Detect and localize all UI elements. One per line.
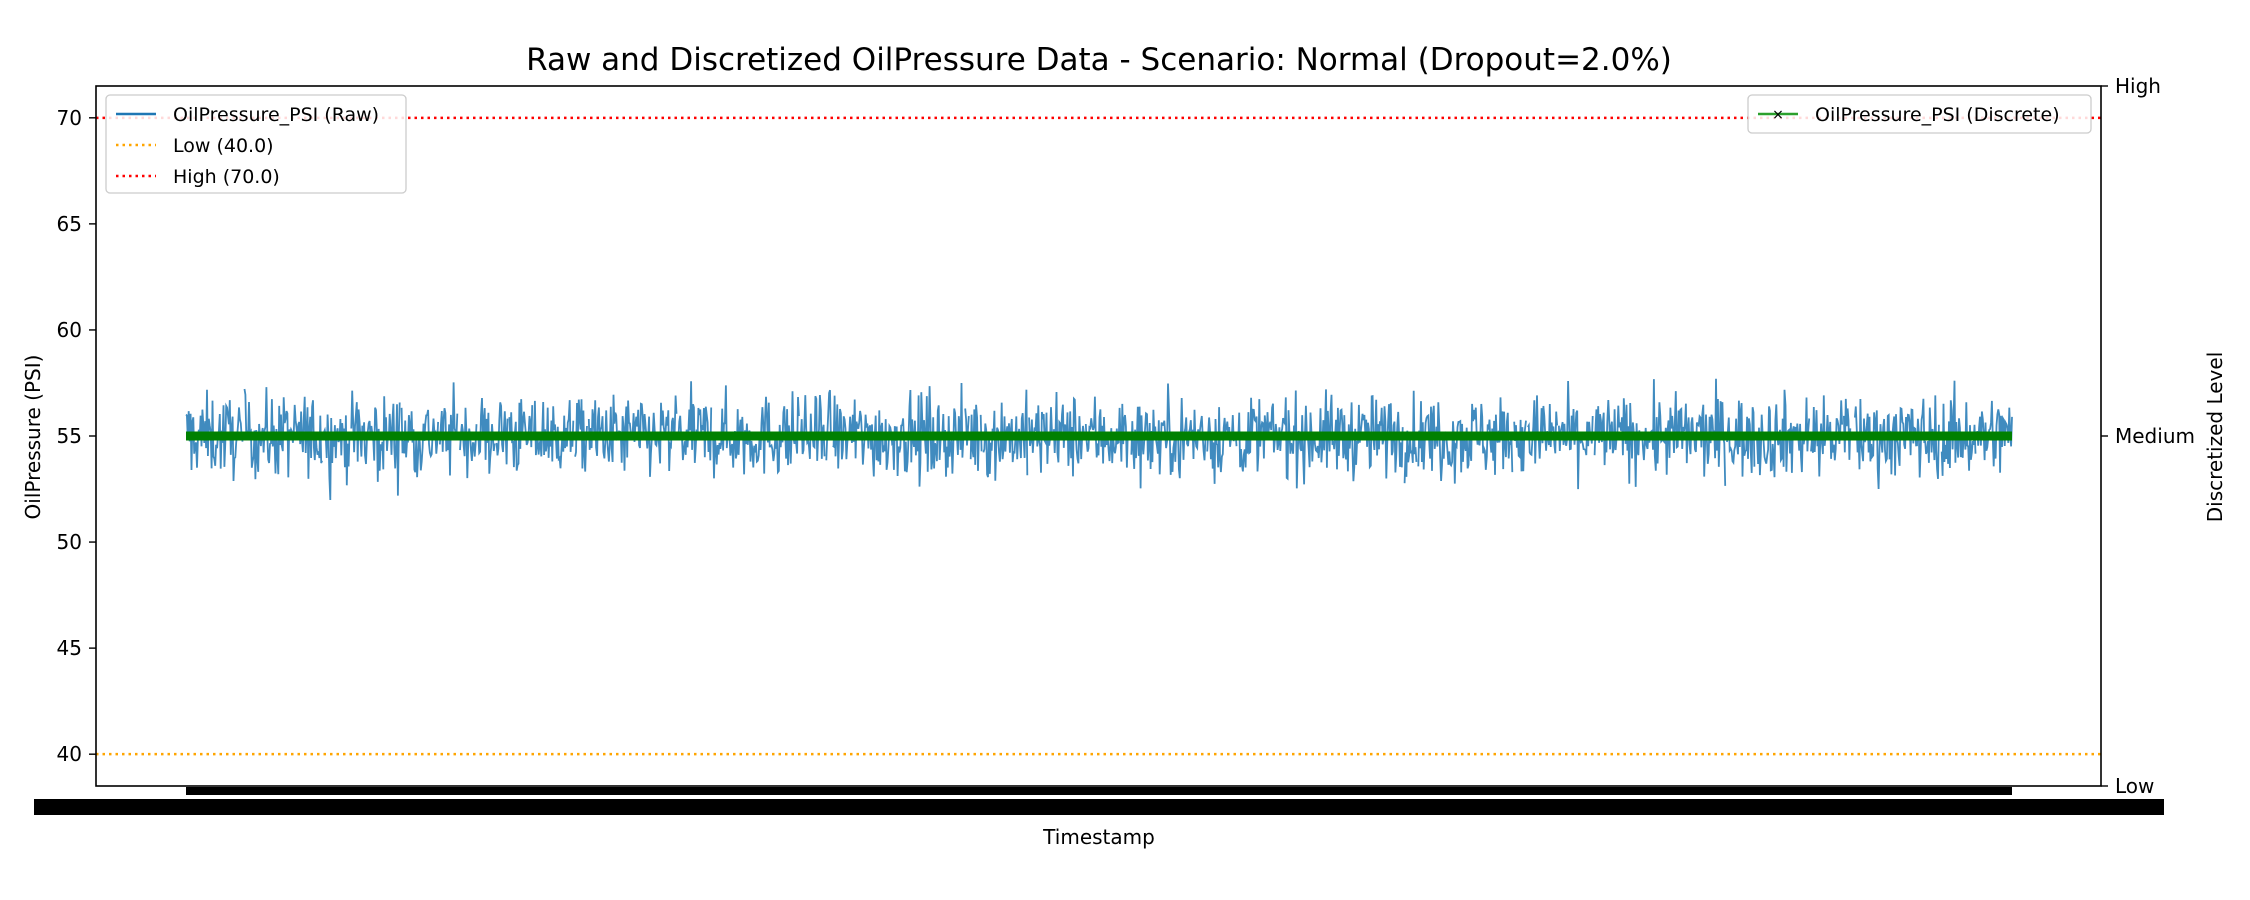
x-axis-label: Timestamp — [1042, 825, 1155, 849]
legend-entry-low-label: Low (40.0) — [173, 135, 274, 157]
y-tick-label: 40 — [57, 742, 82, 766]
y-tick-label: 65 — [57, 212, 82, 236]
legend-entry-high-label: High (70.0) — [173, 166, 280, 188]
right-tick-label: Medium — [2115, 424, 2195, 448]
y-tick-label: 50 — [57, 530, 82, 554]
legend-left: OilPressure_PSI (Raw) Low (40.0) High (70.… — [105, 94, 407, 194]
legend-right: × OilPressure_PSI (Discrete) — [1747, 94, 2092, 134]
right-tick-label: Low — [2115, 774, 2154, 798]
chart-title: Raw and Discretized OilPressure Data - S… — [526, 42, 1672, 78]
plot-area: 40 45 50 55 60 65 70 Low Medium High OilPressure_P… — [34, 74, 2195, 815]
right-axis-label: Discretized Level — [2203, 352, 2227, 523]
y-tick-label: 45 — [57, 636, 82, 660]
y-tick-label: 55 — [57, 424, 82, 448]
right-tick-label: High — [2115, 74, 2161, 98]
legend-entry-discrete-label: OilPressure_PSI (Discrete) — [1815, 104, 2060, 126]
x-tick-marks-block — [186, 787, 2012, 795]
legend-left-box — [105, 94, 407, 194]
y-tick-label: 70 — [57, 106, 82, 130]
legend-right-box — [1747, 94, 2092, 134]
y-axis-label: OilPressure (PSI) — [21, 355, 45, 520]
x-tick-labels-block — [34, 799, 2164, 815]
legend-entry-raw-label: OilPressure_PSI (Raw) — [173, 104, 379, 126]
y-tick-label: 60 — [57, 318, 82, 342]
legend-entry-discrete-marker: × — [1772, 107, 1784, 123]
